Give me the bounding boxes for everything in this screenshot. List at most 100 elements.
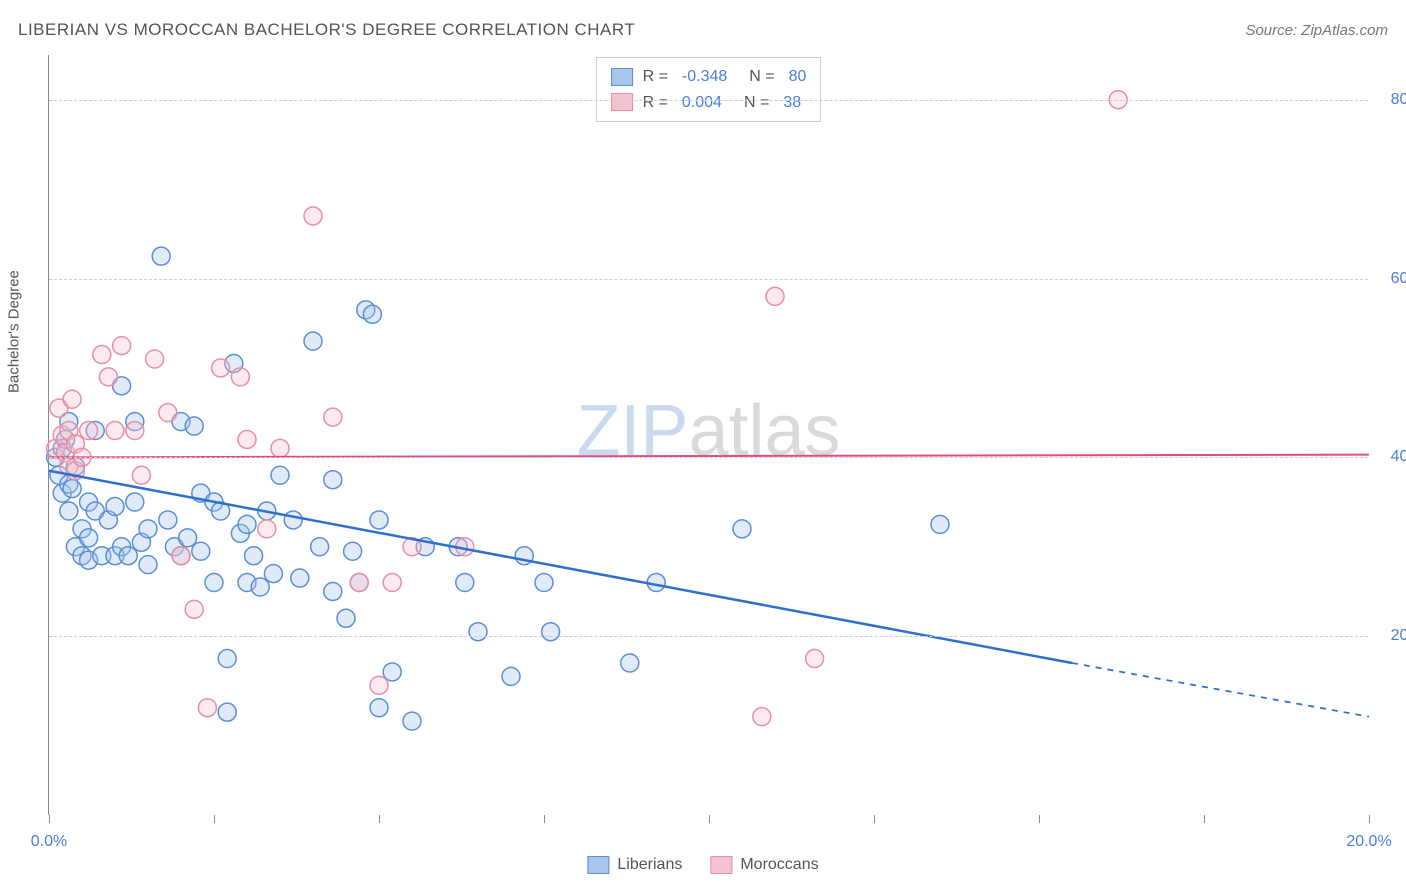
legend-r-label: R = (643, 90, 668, 116)
data-point (132, 466, 150, 484)
data-point (159, 404, 177, 422)
data-point (403, 712, 421, 730)
data-point (152, 247, 170, 265)
legend-n-value: 80 (789, 64, 807, 90)
data-point (139, 520, 157, 538)
data-point (218, 650, 236, 668)
data-point (126, 493, 144, 511)
data-point (238, 430, 256, 448)
data-point (126, 422, 144, 440)
data-point (363, 305, 381, 323)
data-point (185, 600, 203, 618)
legend-n-label: N = (749, 64, 774, 90)
data-point (93, 346, 111, 364)
x-tick (544, 815, 545, 823)
legend-swatch (587, 856, 609, 874)
data-point (212, 359, 230, 377)
data-point (284, 511, 302, 529)
series-legend: Liberians Moroccans (587, 856, 818, 874)
data-point (931, 515, 949, 533)
data-point (502, 667, 520, 685)
legend-r-label: R = (643, 64, 668, 90)
trend-line-extrapolated (1072, 663, 1369, 717)
correlation-legend: R =-0.348N =80R =0.004N =38 (596, 57, 822, 122)
legend-r-value: -0.348 (682, 64, 727, 90)
data-point (218, 703, 236, 721)
data-point (238, 515, 256, 533)
gridline (49, 636, 1368, 637)
y-tick-label: 40.0% (1376, 448, 1406, 466)
x-tick-label: 0.0% (31, 833, 67, 851)
data-point (146, 350, 164, 368)
series-legend-label: Liberians (617, 856, 682, 874)
data-point (324, 582, 342, 600)
data-point (251, 578, 269, 596)
data-point (337, 609, 355, 627)
chart-svg (49, 55, 1368, 815)
data-point (139, 556, 157, 574)
y-tick-label: 60.0% (1376, 270, 1406, 288)
y-tick-label: 20.0% (1376, 627, 1406, 645)
data-point (63, 480, 81, 498)
data-point (370, 699, 388, 717)
data-point (80, 529, 98, 547)
data-point (733, 520, 751, 538)
data-point (113, 337, 131, 355)
data-point (192, 542, 210, 560)
data-point (106, 422, 124, 440)
data-point (311, 538, 329, 556)
data-point (621, 654, 639, 672)
y-axis-label: Bachelor's Degree (6, 270, 23, 393)
data-point (60, 502, 78, 520)
data-point (324, 408, 342, 426)
series-legend-label: Moroccans (740, 856, 818, 874)
x-tick (1204, 815, 1205, 823)
data-point (324, 471, 342, 489)
legend-row: R = -0.348 N = 80 (611, 64, 807, 90)
data-point (535, 574, 553, 592)
data-point (179, 529, 197, 547)
data-point (80, 422, 98, 440)
chart-source: Source: ZipAtlas.com (1245, 22, 1388, 39)
data-point (344, 542, 362, 560)
data-point (106, 498, 124, 516)
legend-swatch (611, 68, 633, 86)
x-tick (874, 815, 875, 823)
data-point (159, 511, 177, 529)
data-point (542, 623, 560, 641)
data-point (119, 547, 137, 565)
data-point (231, 368, 249, 386)
data-point (172, 547, 190, 565)
series-legend-item: Moroccans (710, 856, 818, 874)
data-point (456, 574, 474, 592)
data-point (198, 699, 216, 717)
data-point (383, 574, 401, 592)
data-point (350, 574, 368, 592)
x-tick (214, 815, 215, 823)
legend-n-label: N = (744, 90, 769, 116)
gridline (49, 457, 1368, 458)
x-tick (709, 815, 710, 823)
x-tick (1039, 815, 1040, 823)
legend-r-value: 0.004 (682, 90, 722, 116)
data-point (271, 439, 289, 457)
data-point (469, 623, 487, 641)
data-point (304, 332, 322, 350)
x-tick (49, 815, 50, 823)
gridline (49, 279, 1368, 280)
chart-title: LIBERIAN VS MOROCCAN BACHELOR'S DEGREE C… (18, 20, 635, 40)
plot-area: ZIPatlas R =-0.348N =80R =0.004N =38 20.… (48, 55, 1368, 815)
data-point (271, 466, 289, 484)
gridline (49, 100, 1368, 101)
data-point (258, 520, 276, 538)
data-point (63, 390, 81, 408)
data-point (185, 417, 203, 435)
chart-header: LIBERIAN VS MOROCCAN BACHELOR'S DEGREE C… (18, 20, 1388, 40)
y-tick-label: 80.0% (1376, 91, 1406, 109)
data-point (370, 511, 388, 529)
data-point (766, 287, 784, 305)
data-point (383, 663, 401, 681)
data-point (205, 574, 223, 592)
data-point (304, 207, 322, 225)
data-point (291, 569, 309, 587)
